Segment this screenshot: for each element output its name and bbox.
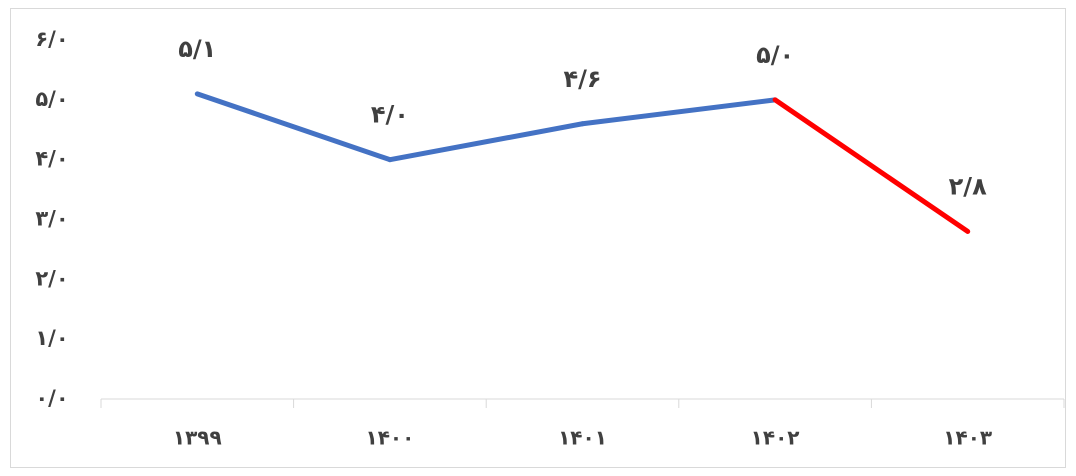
data-label: ۴/۰ xyxy=(371,101,409,129)
series-segment xyxy=(194,91,393,163)
y-tick-label: ۶/۰ xyxy=(35,27,68,51)
x-tick-label: ۱۳۹۹ xyxy=(173,426,222,450)
y-tick-label: ۴/۰ xyxy=(35,147,68,171)
x-tick-label: ۱۴۰۲ xyxy=(751,426,800,450)
y-tick-label: ۳/۰ xyxy=(35,207,68,231)
series-segment xyxy=(772,97,971,234)
series-segment xyxy=(387,121,585,163)
data-label: ۵/۱ xyxy=(178,35,216,63)
data-labels: ۵/۱ ۴/۰ ۴/۶ ۵/۰ ۲/۸ xyxy=(178,35,987,201)
x-axis-tick-labels: ۱۳۹۹ ۱۴۰۰ ۱۴۰۱ ۱۴۰۲ ۱۴۰۳ xyxy=(173,426,992,450)
data-label: ۵/۰ xyxy=(756,41,794,69)
y-tick-label: ۵/۰ xyxy=(35,87,68,111)
chart-frame xyxy=(10,8,1066,468)
y-axis-tick-labels: ۰/۰ ۱/۰ ۲/۰ ۳/۰ ۴/۰ ۵/۰ ۶/۰ xyxy=(35,27,68,410)
data-label: ۲/۸ xyxy=(949,172,987,200)
x-tick-label: ۱۴۰۱ xyxy=(558,426,607,450)
y-tick-label: ۲/۰ xyxy=(35,266,68,290)
x-axis-ticks xyxy=(100,399,1065,408)
x-tick-label: ۱۴۰۰ xyxy=(365,426,414,450)
series-lines xyxy=(194,91,971,234)
x-tick-label: ۱۴۰۳ xyxy=(943,426,992,450)
data-label: ۴/۶ xyxy=(563,65,601,93)
series-segment xyxy=(580,97,778,127)
y-tick-label: ۰/۰ xyxy=(35,386,68,410)
y-tick-label: ۱/۰ xyxy=(35,326,68,350)
